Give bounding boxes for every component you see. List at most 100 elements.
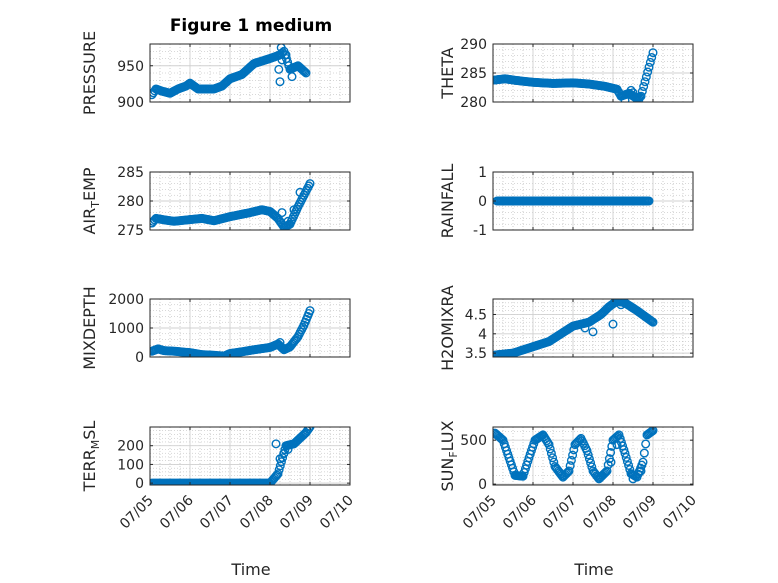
x-tick-label: 07/05: [460, 493, 500, 533]
y-axis-label: PRESSURE: [80, 31, 99, 115]
subplot-h2omixra: 3.5 4 4.5 H2OMIXRA: [438, 285, 694, 371]
data-point: [276, 44, 286, 53]
axes-box: [492, 298, 694, 358]
data-point: [271, 439, 281, 449]
data-point: [647, 53, 657, 63]
data-point: [548, 453, 558, 463]
y-tick-label: 4: [478, 327, 487, 343]
y-tick-label: 0: [478, 477, 487, 493]
y-axis-label: H2OMIXRA: [438, 285, 457, 371]
data-point: [616, 300, 626, 310]
x-tick-label: 07/09: [277, 493, 317, 533]
data-point: [276, 49, 286, 59]
data-point: [305, 306, 315, 316]
figure-title: Figure 1 medium: [170, 16, 332, 36]
data-point: [647, 427, 657, 436]
y-tick-label: 900: [117, 95, 144, 111]
data-point: [626, 85, 636, 95]
data-point: [299, 66, 309, 76]
y-tick-label: 4.5: [465, 307, 487, 323]
y-tick-label: 280: [117, 194, 144, 210]
x-tick-label: 07/05: [117, 493, 157, 533]
data-point: [305, 179, 315, 189]
data-point: [587, 462, 597, 472]
x-tick-label: 07/06: [157, 492, 197, 532]
data-point: [621, 452, 631, 462]
y-tick-label: 285: [117, 165, 144, 181]
data-point: [648, 48, 658, 58]
data-point: [295, 187, 305, 197]
y-axis-label: MIXDEPTH: [80, 286, 99, 369]
data-point: [606, 447, 616, 457]
y-axis-label: RAINFALL: [438, 164, 457, 239]
y-tick-label: 1: [478, 165, 487, 181]
y-tick-label: 3.5: [465, 346, 487, 362]
data-point: [600, 468, 610, 478]
data-point: [624, 460, 634, 470]
y-tick-label: 500: [460, 433, 487, 449]
data-point: [628, 474, 638, 484]
x-tick-label: 07/09: [620, 493, 660, 533]
data-point: [580, 323, 590, 333]
data-point: [637, 86, 647, 96]
data-point: [275, 77, 285, 87]
y-tick-label: 200: [117, 439, 144, 455]
data-point: [274, 64, 284, 74]
axes-box: [492, 426, 694, 486]
y-tick-label: 280: [460, 95, 487, 111]
subplot-terr-msl: 0 100 200 TERRMSL 07/05 07/06 07/07 07/08 07/09 0…: [80, 421, 357, 533]
data-point: [300, 67, 310, 77]
x-tick-label: 07/10: [317, 493, 357, 533]
data-point: [562, 468, 572, 478]
marker-series: [150, 427, 315, 485]
data-point: [545, 444, 555, 454]
y-axis-label: AIRTEMP: [80, 167, 102, 234]
data-point: [274, 465, 284, 475]
y-tick-label: 0: [135, 350, 144, 366]
data-point: [564, 466, 574, 476]
data-point: [281, 50, 291, 60]
y-tick-label: 950: [117, 59, 144, 75]
data-point: [283, 216, 293, 226]
data-point: [304, 427, 314, 434]
x-axis-label-right: Time: [573, 560, 613, 579]
y-tick-label: 290: [460, 37, 487, 53]
data-point: [612, 440, 622, 450]
data-point: [544, 440, 554, 450]
data-point: [606, 457, 616, 467]
data-point: [583, 450, 593, 460]
y-tick-label: 2000: [108, 292, 144, 308]
marker-series: [493, 427, 658, 484]
axes-box: [149, 43, 351, 103]
data-point: [565, 461, 575, 471]
data-point: [648, 427, 658, 436]
data-point: [566, 455, 576, 465]
data-point: [645, 57, 655, 67]
data-point: [549, 457, 559, 467]
y-axis-label: TERRMSL: [80, 421, 102, 493]
subplot-mixdepth: 0 1000 2000 MIXDEPTH: [80, 286, 351, 370]
subplot-air-temp: 275 280 285 AIRTEMP: [80, 165, 351, 239]
data-point: [622, 456, 632, 466]
y-tick-label: -1: [473, 223, 487, 239]
data-point: [301, 68, 311, 78]
x-tick-label: 07/10: [660, 493, 700, 533]
data-point: [283, 444, 293, 454]
y-tick-label: 285: [460, 66, 487, 82]
x-tick-label: 07/07: [197, 493, 237, 533]
y-tick-label: 0: [135, 476, 144, 492]
data-point: [273, 469, 283, 479]
data-point: [648, 317, 658, 327]
axes-box: [149, 426, 351, 486]
data-point: [628, 88, 638, 98]
data-point: [646, 427, 656, 437]
data-point: [546, 448, 556, 458]
data-point: [643, 67, 653, 77]
data-point: [287, 72, 297, 82]
x-tick-label: 07/08: [580, 493, 620, 533]
data-point: [586, 458, 596, 468]
x-tick-label: 07/07: [540, 493, 580, 533]
data-point: [275, 338, 285, 348]
